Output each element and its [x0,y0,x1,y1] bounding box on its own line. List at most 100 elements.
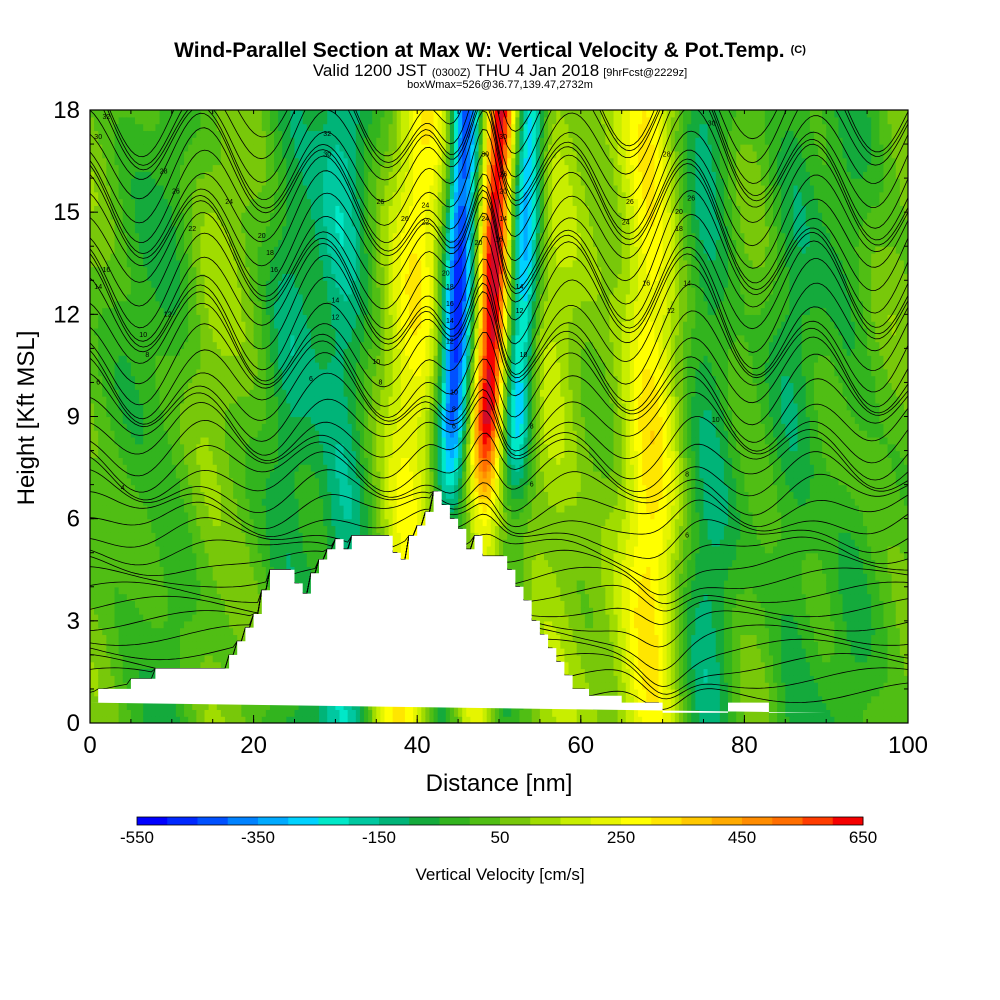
velocity-cell [115,287,120,294]
velocity-cell [176,641,181,648]
velocity-cell [151,117,156,124]
velocity-cell [106,580,111,587]
velocity-cell [139,485,144,492]
velocity-cell [184,655,189,662]
velocity-cell [110,539,115,546]
velocity-cell [123,451,128,458]
velocity-cell [164,655,169,662]
velocity-cell [200,546,205,553]
velocity-cell [192,117,197,124]
velocity-cell [90,437,95,444]
velocity-cell [98,437,103,444]
velocity-cell [164,362,169,369]
velocity-cell [147,621,152,628]
velocity-cell [184,301,189,308]
velocity-cell [123,573,128,580]
velocity-cell [106,532,111,539]
velocity-cell [180,437,185,444]
velocity-cell [119,246,124,253]
velocity-cell [127,464,132,471]
velocity-cell [172,614,177,621]
velocity-cell [94,110,99,117]
velocity-cell [135,430,140,437]
velocity-cell [139,212,144,219]
velocity-cell [123,587,128,594]
velocity-cell [155,485,160,492]
velocity-cell [110,130,115,137]
velocity-cell [123,199,128,206]
velocity-cell [196,246,201,253]
velocity-cell [160,703,165,710]
velocity-cell [131,178,136,185]
velocity-cell [119,355,124,362]
velocity-cell [131,539,136,546]
velocity-cell [131,130,136,137]
velocity-cell [94,600,99,607]
velocity-cell [180,158,185,165]
velocity-cell [192,342,197,349]
velocity-cell [102,417,107,424]
velocity-cell [102,321,107,328]
velocity-cell [127,267,132,274]
velocity-cell [94,205,99,212]
velocity-cell [147,205,152,212]
velocity-cell [184,178,189,185]
velocity-cell [155,607,160,614]
velocity-cell [147,287,152,294]
velocity-cell [168,560,173,567]
velocity-cell [155,655,160,662]
velocity-cell [184,342,189,349]
velocity-cell [123,137,128,144]
velocity-cell [155,382,160,389]
velocity-cell [164,110,169,117]
velocity-cell [164,464,169,471]
velocity-cell [131,655,136,662]
velocity-cell [106,417,111,424]
velocity-cell [106,485,111,492]
velocity-cell [151,130,156,137]
velocity-cell [192,634,197,641]
velocity-cell [188,709,193,716]
velocity-cell [188,560,193,567]
velocity-cell [180,328,185,335]
velocity-cell [172,342,177,349]
velocity-cell [196,457,201,464]
velocity-cell [180,267,185,274]
velocity-cell [119,628,124,635]
velocity-cell [139,587,144,594]
velocity-cell [135,342,140,349]
velocity-cell [119,417,124,424]
velocity-cell [151,199,156,206]
velocity-cell [139,376,144,383]
velocity-cell [164,301,169,308]
velocity-cell [184,457,189,464]
velocity-cell [94,314,99,321]
velocity-cell [168,267,173,274]
velocity-cell [110,253,115,260]
velocity-cell [119,703,124,710]
velocity-cell [139,566,144,573]
velocity-cell [188,342,193,349]
velocity-cell [188,580,193,587]
velocity-cell [123,151,128,158]
velocity-cell [90,614,95,621]
velocity-cell [119,621,124,628]
velocity-cell [115,546,120,553]
velocity-cell [139,171,144,178]
velocity-cell [94,594,99,601]
velocity-cell [110,703,115,710]
velocity-cell [164,628,169,635]
velocity-cell [188,417,193,424]
velocity-cell [200,614,205,621]
velocity-cell [147,280,152,287]
velocity-cell [155,376,160,383]
velocity-cell [90,566,95,573]
velocity-cell [135,539,140,546]
velocity-cell [139,267,144,274]
velocity-cell [151,301,156,308]
velocity-cell [123,342,128,349]
velocity-cell [135,614,140,621]
velocity-cell [143,444,148,451]
velocity-cell [115,451,120,458]
velocity-cell [180,417,185,424]
